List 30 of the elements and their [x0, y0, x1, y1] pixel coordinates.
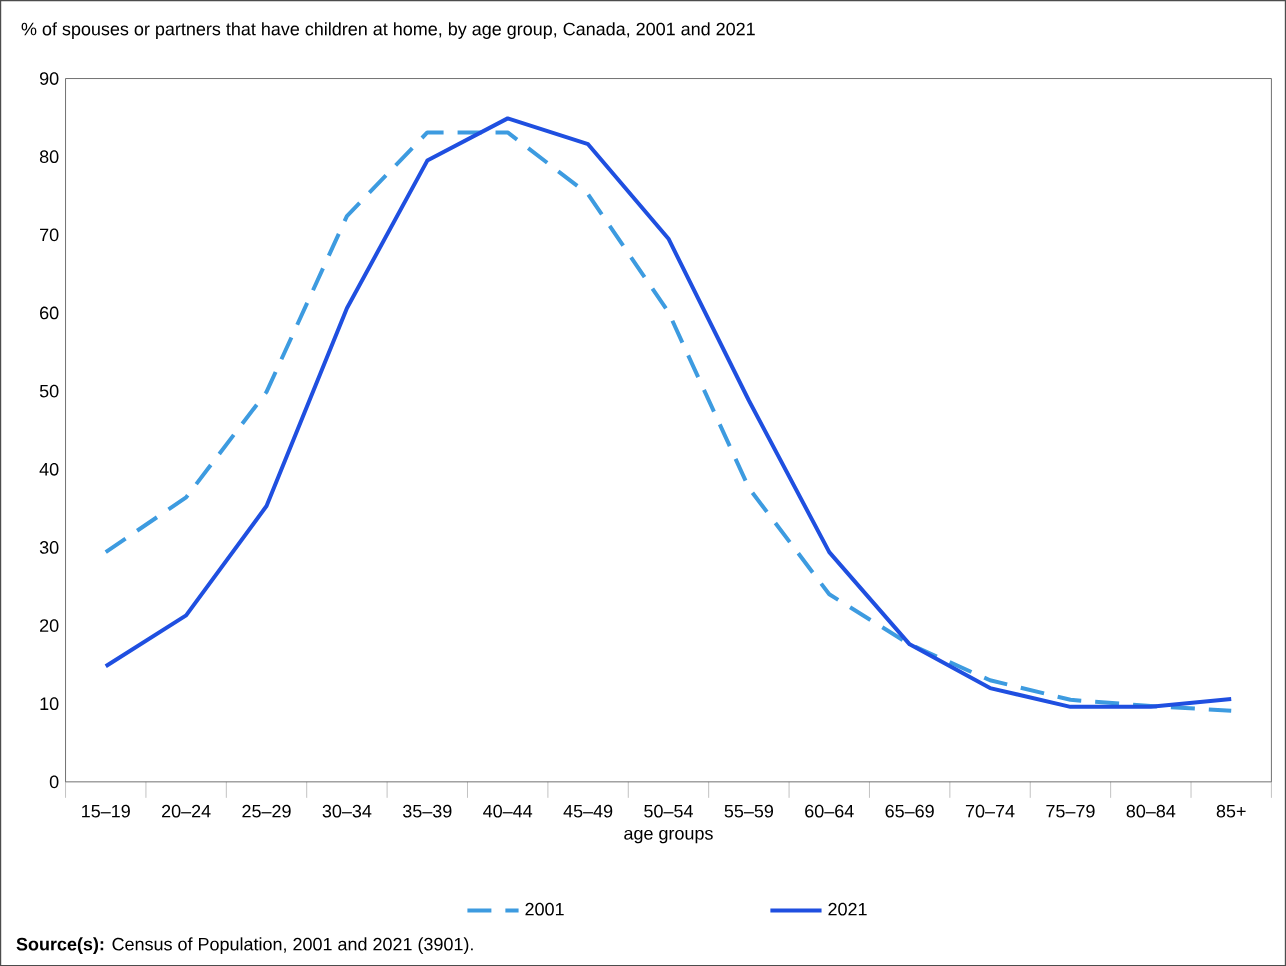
x-tick-label: 75–79	[1046, 804, 1095, 818]
x-tick-label: 15–19	[82, 804, 130, 818]
x-tick-label: 80–84	[1126, 804, 1176, 818]
y-tick-label: 0	[49, 775, 59, 789]
x-tick-label: 65–69	[885, 804, 934, 818]
y-tick-label: 80	[39, 150, 59, 163]
x-tick-label: 30–34	[322, 804, 372, 818]
y-tick-label: 30	[39, 540, 59, 554]
y-tick-label: 10	[40, 697, 59, 710]
x-axis-title: age groups	[624, 829, 713, 844]
y-tick-label: 50	[39, 384, 59, 398]
y-tick-label: 90	[39, 72, 59, 85]
y-tick-label: 70	[40, 228, 59, 242]
text: Source(s): Census of Population, 2001 and 2021 (3901).	[16, 937, 473, 954]
y-tick-label: 60	[40, 306, 59, 320]
x-tick-label: 45–49	[563, 804, 613, 818]
x-tick-label: 40–44	[483, 804, 533, 818]
legend-label: 2001	[525, 902, 564, 916]
chart-title: % of spouses or partners that have children at home, by age group, Canada, 2001 and 2021	[21, 22, 755, 39]
x-tick-label: 20–24	[162, 804, 211, 818]
y-tick-label: 40	[39, 462, 59, 476]
x-tick-label: 60–64	[805, 804, 854, 818]
x-tick-label: 85+	[1216, 804, 1246, 818]
x-tick-label: 35–39	[402, 804, 452, 818]
x-tick-label: 55–59	[724, 804, 774, 818]
y-tick-label: 20	[40, 619, 59, 632]
x-tick-label: 50–54	[644, 804, 693, 818]
x-tick-label: 25–29	[242, 804, 291, 818]
x-tick-label: 70–74	[965, 804, 1015, 818]
legend-label: 2021	[828, 902, 867, 916]
